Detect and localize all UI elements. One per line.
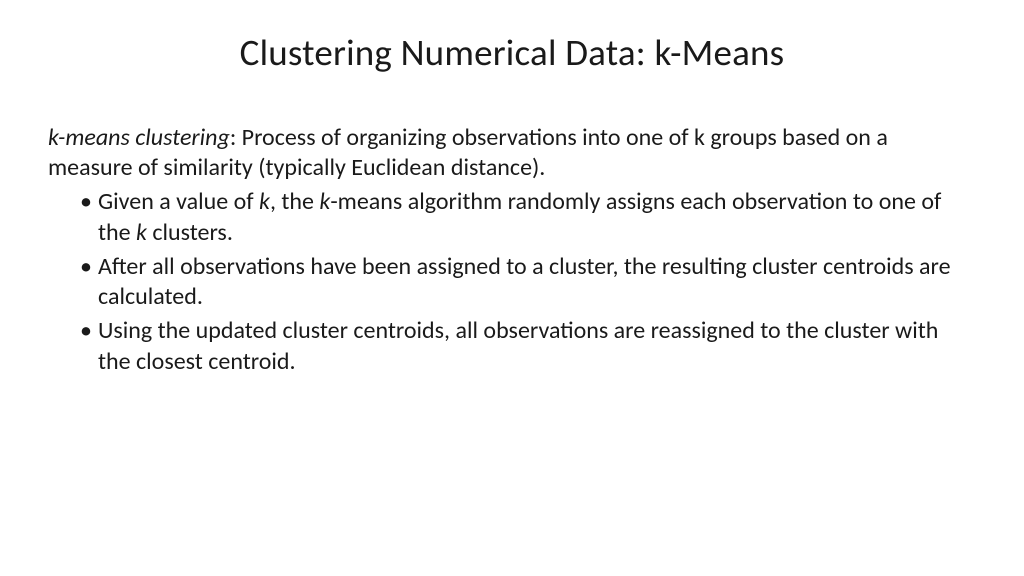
bullet-1-pre: Given a value of	[98, 187, 259, 216]
bullet-item-3: Using the updated cluster centroids, all…	[80, 316, 976, 376]
bullet-list: Given a value of k, the k-means algorith…	[48, 187, 976, 376]
bullet-1-k2: k	[319, 187, 330, 216]
definition-term: k-means clustering	[48, 123, 230, 152]
bullet-2-text: After all observations have been assigne…	[98, 252, 951, 311]
bullet-1-mid: , the	[270, 187, 319, 216]
slide-title: Clustering Numerical Data: k-Means	[48, 30, 976, 75]
definition-line: k-means clustering: Process of organizin…	[48, 123, 976, 183]
slide-container: Clustering Numerical Data: k-Means k-mea…	[0, 0, 1024, 576]
bullet-1-k1: k	[259, 187, 270, 216]
bullet-3-text: Using the updated cluster centroids, all…	[98, 316, 938, 375]
bullet-item-1: Given a value of k, the k-means algorith…	[80, 187, 976, 247]
bullet-1-k3: k	[136, 218, 147, 247]
slide-content: k-means clustering: Process of organizin…	[48, 123, 976, 377]
bullet-1-post: clusters.	[147, 218, 233, 247]
bullet-item-2: After all observations have been assigne…	[80, 252, 976, 312]
